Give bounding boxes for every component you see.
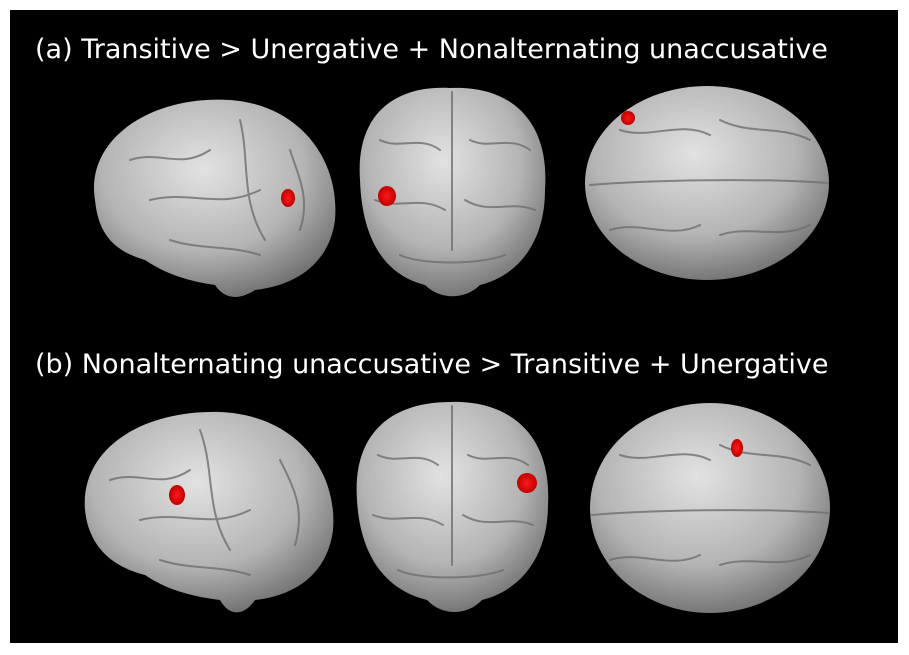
activation-spot: [169, 485, 185, 505]
activation-spot: [517, 473, 537, 493]
activation-spot: [281, 189, 295, 207]
brain-superior: [585, 86, 829, 280]
panel-title: (a) Transitive > Unergative + Nonalterna…: [35, 34, 828, 65]
activation-spot: [731, 439, 743, 457]
activation-spot: [621, 111, 635, 125]
brain-superior: [590, 403, 830, 613]
figure: (a) Transitive > Unergative + Nonalterna…: [0, 0, 909, 655]
panel-title: (b) Nonalternating unaccusative > Transi…: [35, 349, 829, 380]
activation-spot: [378, 186, 396, 206]
